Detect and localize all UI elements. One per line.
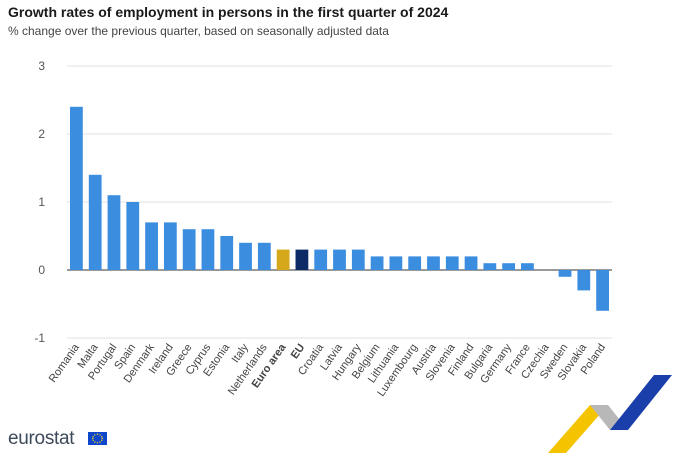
bar-denmark — [145, 222, 158, 270]
bar-estonia — [220, 236, 234, 270]
bar-greece — [182, 229, 196, 270]
bar-ireland — [163, 222, 177, 270]
bar-netherlands — [257, 242, 271, 270]
y-tick-label: 1 — [38, 195, 45, 209]
bar-euro-area — [276, 249, 290, 270]
y-tick-label: 3 — [38, 59, 45, 73]
eurostat-logo: eurostat — [8, 428, 75, 449]
bar-eu — [295, 249, 309, 270]
chart-subtitle: % change over the previous quarter, base… — [8, 24, 389, 38]
bar-slovakia — [577, 270, 591, 291]
grid-layer — [67, 65, 612, 339]
label-layer: -10123RomaniaMaltaPortugalSpainDenmarkIr… — [34, 59, 608, 399]
bar-lithuania — [389, 256, 403, 270]
y-tick-label: 2 — [38, 127, 45, 141]
bar-croatia — [314, 249, 328, 270]
bar-finland — [464, 256, 478, 270]
bar-malta — [88, 174, 102, 270]
bar-layer — [70, 106, 609, 311]
bar-hungary — [351, 249, 365, 270]
bar-luxembourg — [408, 256, 422, 270]
bar-germany — [502, 263, 516, 270]
bar-sweden — [558, 270, 572, 277]
bar-poland — [596, 270, 609, 311]
y-tick-label: -1 — [34, 331, 45, 345]
bar-italy — [239, 242, 252, 270]
chart-title: Growth rates of employment in persons in… — [8, 4, 449, 20]
bar-france — [521, 263, 534, 270]
bar-spain — [126, 202, 140, 270]
bar-bulgaria — [483, 263, 497, 270]
bar-belgium — [370, 256, 384, 270]
bar-austria — [427, 256, 440, 270]
bar-latvia — [333, 249, 346, 270]
bar-slovenia — [445, 256, 459, 270]
bar-portugal — [107, 195, 121, 270]
bar-cyprus — [201, 229, 215, 270]
decorative-ribbon-graphic — [548, 375, 672, 453]
eu-flag-icon — [88, 432, 107, 445]
bar-romania — [70, 106, 83, 270]
y-tick-label: 0 — [38, 263, 45, 277]
